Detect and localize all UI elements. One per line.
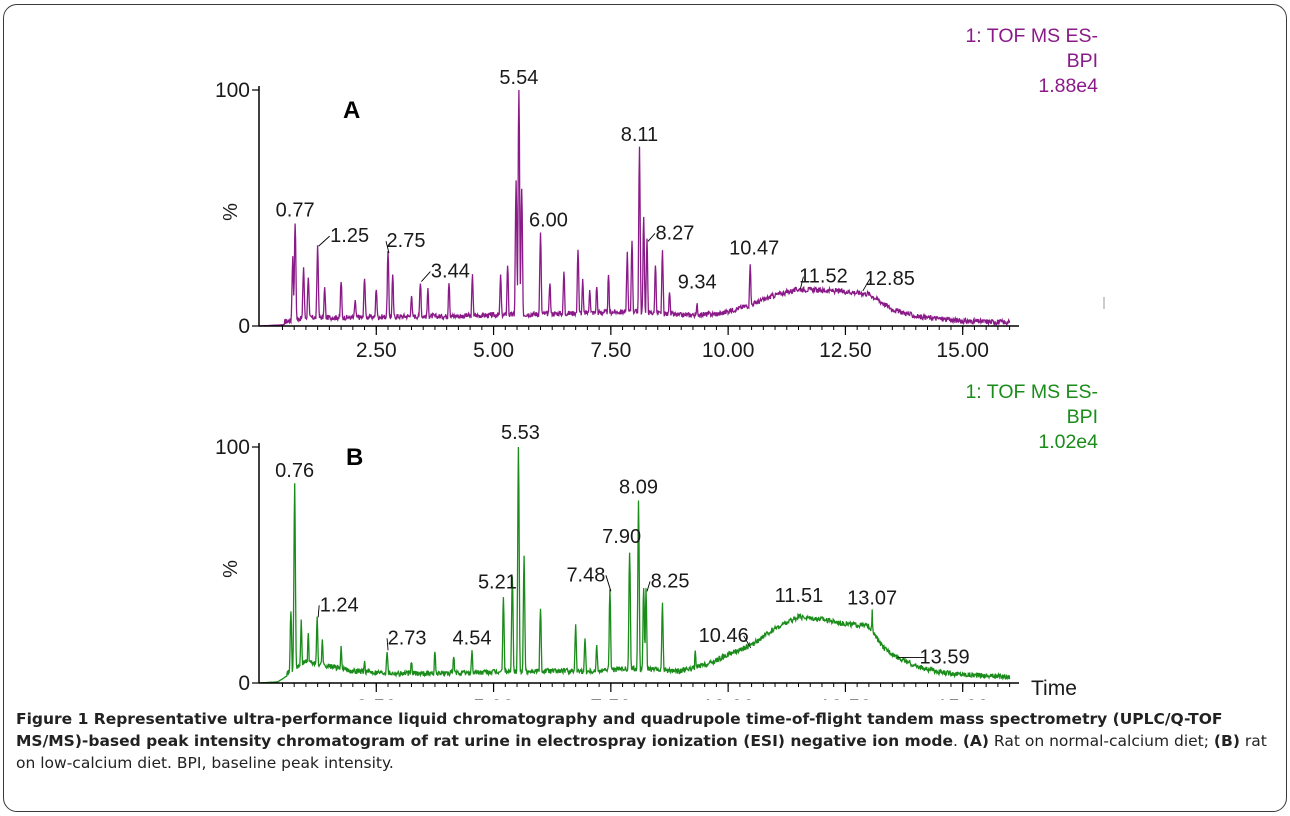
series-trace-A bbox=[259, 89, 1011, 328]
peak-label: 5.54 bbox=[499, 67, 538, 89]
caption-panel-b-text: rat on low-calcium diet. BPI, baseline p… bbox=[16, 732, 1267, 772]
peak-label: 7.48 bbox=[566, 564, 605, 586]
y-tick-label: 100 bbox=[215, 436, 250, 459]
peak-label: 4.54 bbox=[453, 628, 492, 650]
caption-panel-a-label: (A) bbox=[962, 732, 989, 750]
peak-label: 8.11 bbox=[621, 124, 658, 146]
peak-label: 2.75 bbox=[387, 230, 426, 252]
peak-label: 8.27 bbox=[656, 222, 695, 244]
series-trace-B bbox=[259, 446, 1011, 684]
peak-label: 0.77 bbox=[276, 200, 315, 222]
peak-label: 1.25 bbox=[330, 225, 369, 247]
peak-label: 10.47 bbox=[729, 238, 779, 260]
x-tick-label: 10.00 bbox=[702, 339, 755, 362]
header-line-3: 1.02e4 bbox=[1038, 431, 1098, 453]
peak-label-leader bbox=[317, 605, 320, 618]
peak-label: 11.52 bbox=[799, 266, 848, 288]
peak-label: 7.90 bbox=[602, 526, 641, 548]
peak-label: 8.25 bbox=[651, 570, 690, 592]
y-tick-label: 0 bbox=[238, 672, 250, 695]
peak-label-leader bbox=[318, 235, 330, 247]
y-axis-label: % bbox=[220, 203, 242, 221]
caption-panel-a-text: Rat on normal-calcium diet; bbox=[989, 732, 1214, 750]
peak-label: 1.24 bbox=[320, 594, 359, 616]
x-tick-label: 15.00 bbox=[936, 696, 989, 700]
peak-label: 12.85 bbox=[865, 268, 915, 290]
peak-label: 2.73 bbox=[388, 627, 427, 649]
x-tick-label: 2.50 bbox=[356, 339, 397, 362]
header-line-2: BPI bbox=[1067, 406, 1098, 428]
peak-label: 9.34 bbox=[678, 271, 717, 293]
peak-label-leader bbox=[646, 581, 651, 592]
x-tick-label: 2.50 bbox=[356, 696, 397, 700]
x-tick-label: 15.00 bbox=[936, 339, 989, 362]
y-axis-label: % bbox=[220, 560, 242, 578]
header-line-2: BPI bbox=[1067, 50, 1098, 72]
figure-caption: Figure 1 Representative ultra-performanc… bbox=[16, 708, 1278, 774]
x-tick-label: 7.50 bbox=[590, 696, 631, 700]
peak-label-leader bbox=[862, 278, 871, 292]
y-tick-label: 0 bbox=[238, 315, 250, 338]
panel-label-B: B bbox=[346, 444, 363, 471]
peak-label-leader bbox=[386, 638, 389, 651]
caption-title: Figure 1 Representative ultra-performanc… bbox=[16, 710, 1223, 750]
peak-label: 0.76 bbox=[275, 460, 314, 482]
peak-label: 8.09 bbox=[619, 477, 658, 499]
peak-label: 10.46 bbox=[699, 625, 749, 647]
peak-label: 13.59 bbox=[920, 646, 970, 668]
chromatogram-figure: 2.50 5.00 7.50 10.00 12.50 15.00 0 100% A 1: TOF … bbox=[215, 25, 1105, 700]
panel-label-A: A bbox=[343, 97, 360, 124]
peak-label-leader bbox=[385, 241, 390, 254]
peak-label: 6.00 bbox=[529, 209, 568, 231]
x-tick-label: 10.00 bbox=[702, 696, 755, 700]
x-tick-label: 5.00 bbox=[473, 696, 514, 700]
figure-frame bbox=[3, 4, 1287, 812]
peak-label: 5.21 bbox=[478, 571, 517, 593]
x-tick-label: 7.50 bbox=[590, 339, 631, 362]
x-tick-label: 12.50 bbox=[819, 339, 872, 362]
x-tick-label: 5.00 bbox=[473, 339, 514, 362]
y-tick-label: 100 bbox=[215, 79, 250, 102]
x-axis-label: Time bbox=[1031, 677, 1077, 700]
x-tick-label: 12.50 bbox=[819, 696, 872, 700]
peak-label-leader bbox=[647, 233, 656, 242]
peak-label: 5.53 bbox=[501, 422, 540, 444]
peak-label-leader bbox=[605, 575, 612, 592]
header-line-3: 1.88e4 bbox=[1038, 75, 1098, 97]
peak-label-leader bbox=[743, 635, 752, 649]
peak-label: 11.51 bbox=[775, 585, 824, 607]
header-line-1: 1: TOF MS ES- bbox=[965, 381, 1098, 403]
peak-label: 13.07 bbox=[847, 588, 897, 610]
caption-panel-b-label: (B) bbox=[1213, 732, 1240, 750]
peak-label-leader bbox=[800, 276, 804, 289]
peak-label: 3.44 bbox=[431, 261, 470, 283]
peak-label-leader bbox=[421, 271, 431, 282]
caption-separator: . bbox=[952, 732, 963, 750]
header-line-1: 1: TOF MS ES- bbox=[965, 25, 1098, 47]
